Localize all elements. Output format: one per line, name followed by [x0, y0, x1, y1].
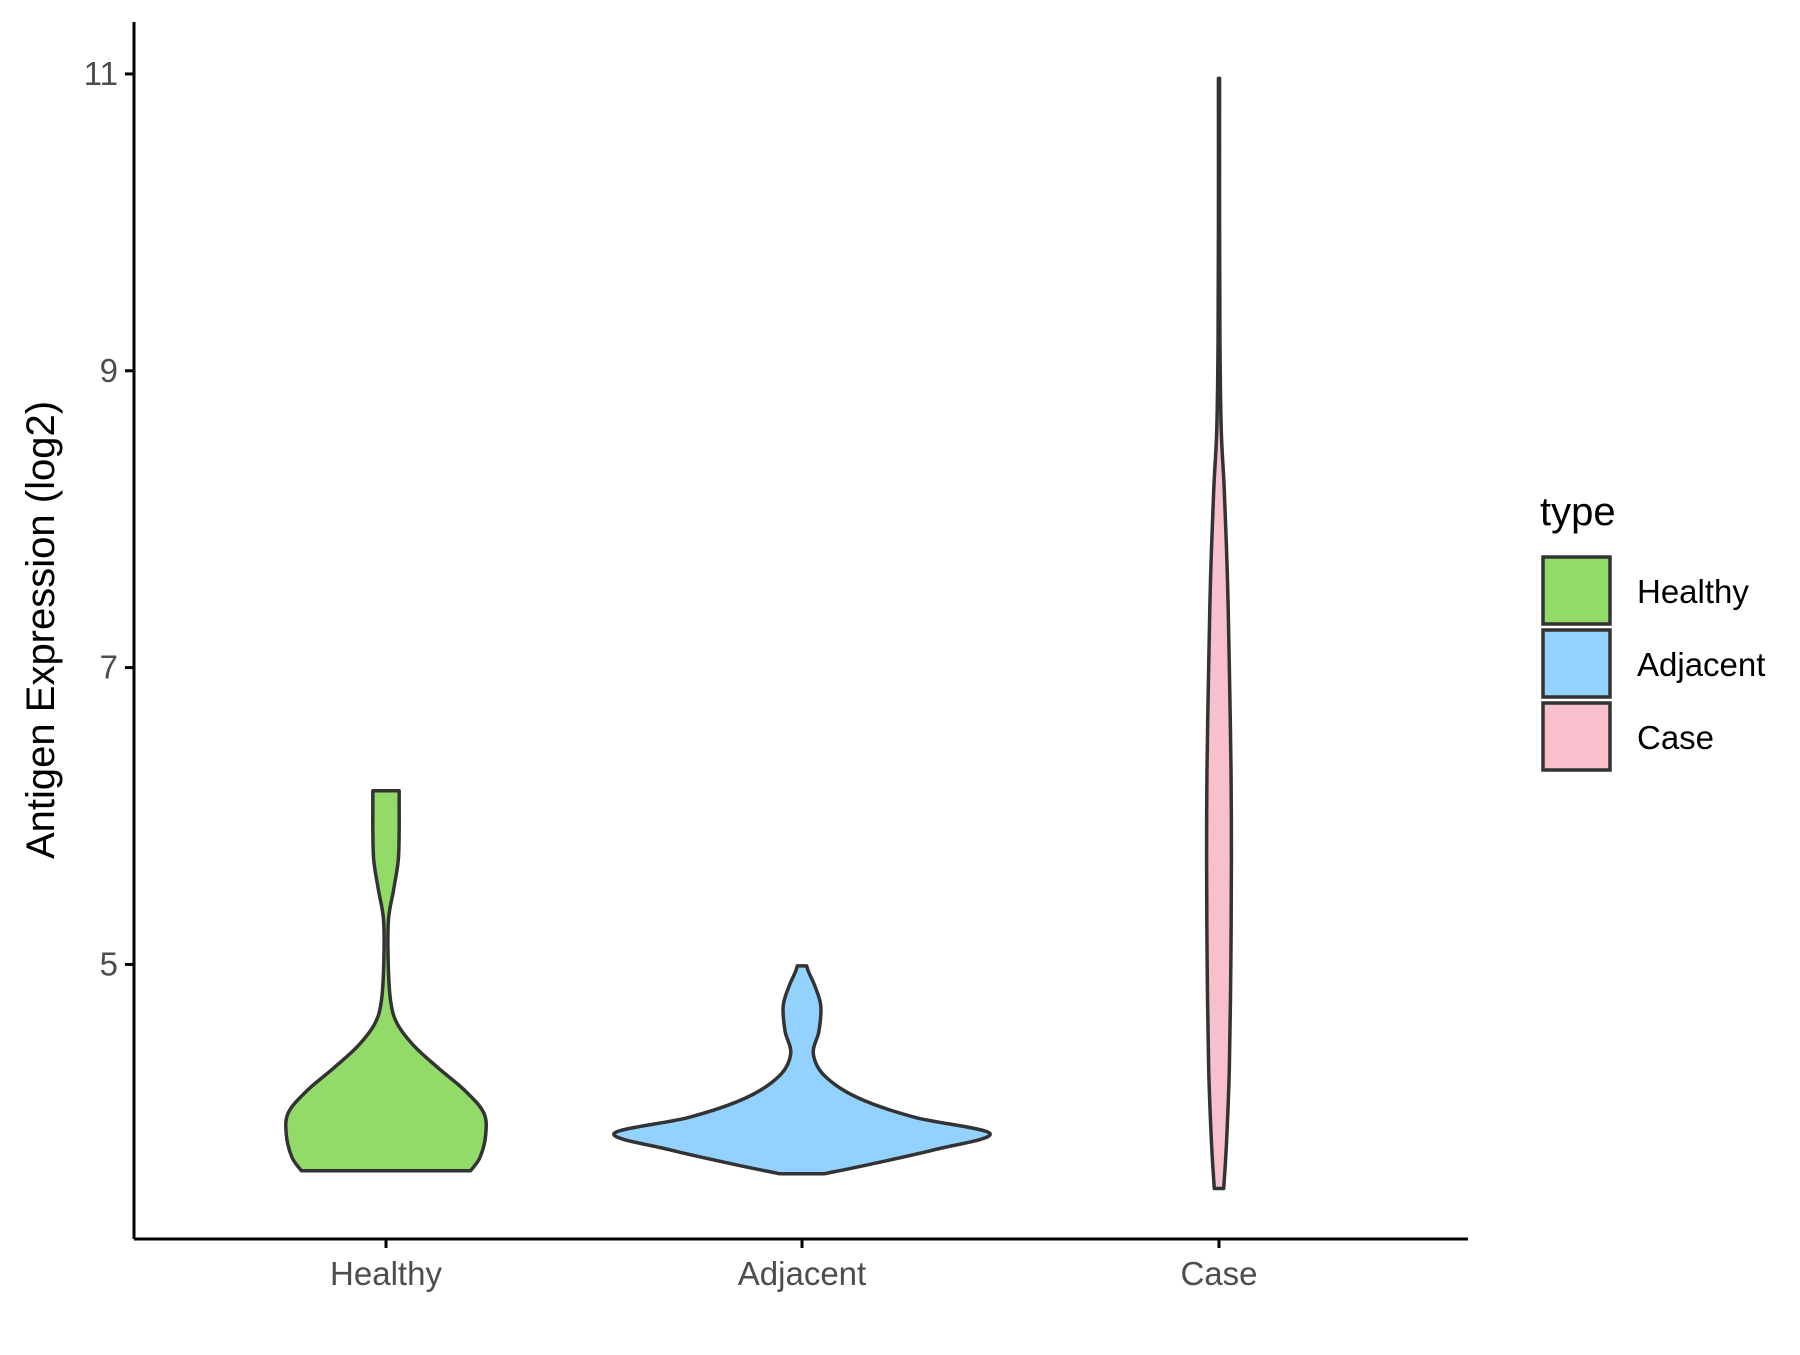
y-axis-title: Antigen Expression (log2) — [19, 401, 63, 859]
y-tick-label: 5 — [100, 945, 118, 982]
legend-key-case — [1541, 701, 1612, 772]
legend-label-adjacent: Adjacent — [1637, 646, 1765, 683]
x-axis-ticks: Healthy Adjacent Case — [330, 1239, 1258, 1292]
legend-label-case: Case — [1637, 719, 1714, 756]
plot-area — [284, 76, 1234, 1191]
legend-key-healthy — [1541, 555, 1612, 626]
violin-case — [1204, 76, 1234, 1191]
x-tick-label-adjacent: Adjacent — [738, 1255, 866, 1292]
y-axis-ticks: 5 7 9 11 — [84, 55, 134, 982]
legend-label-healthy: Healthy — [1637, 573, 1749, 610]
x-tick-label-healthy: Healthy — [330, 1255, 442, 1292]
violin-adjacent — [612, 964, 992, 1176]
legend: type Healthy Adjacent Case — [1540, 490, 1765, 772]
y-tick-label: 11 — [84, 55, 118, 92]
x-tick-label-case: Case — [1180, 1255, 1257, 1292]
y-tick-label: 7 — [100, 649, 118, 686]
y-tick-label: 9 — [100, 352, 118, 389]
violin-healthy — [284, 789, 488, 1173]
legend-title: type — [1540, 490, 1616, 534]
legend-key-adjacent — [1541, 628, 1612, 699]
